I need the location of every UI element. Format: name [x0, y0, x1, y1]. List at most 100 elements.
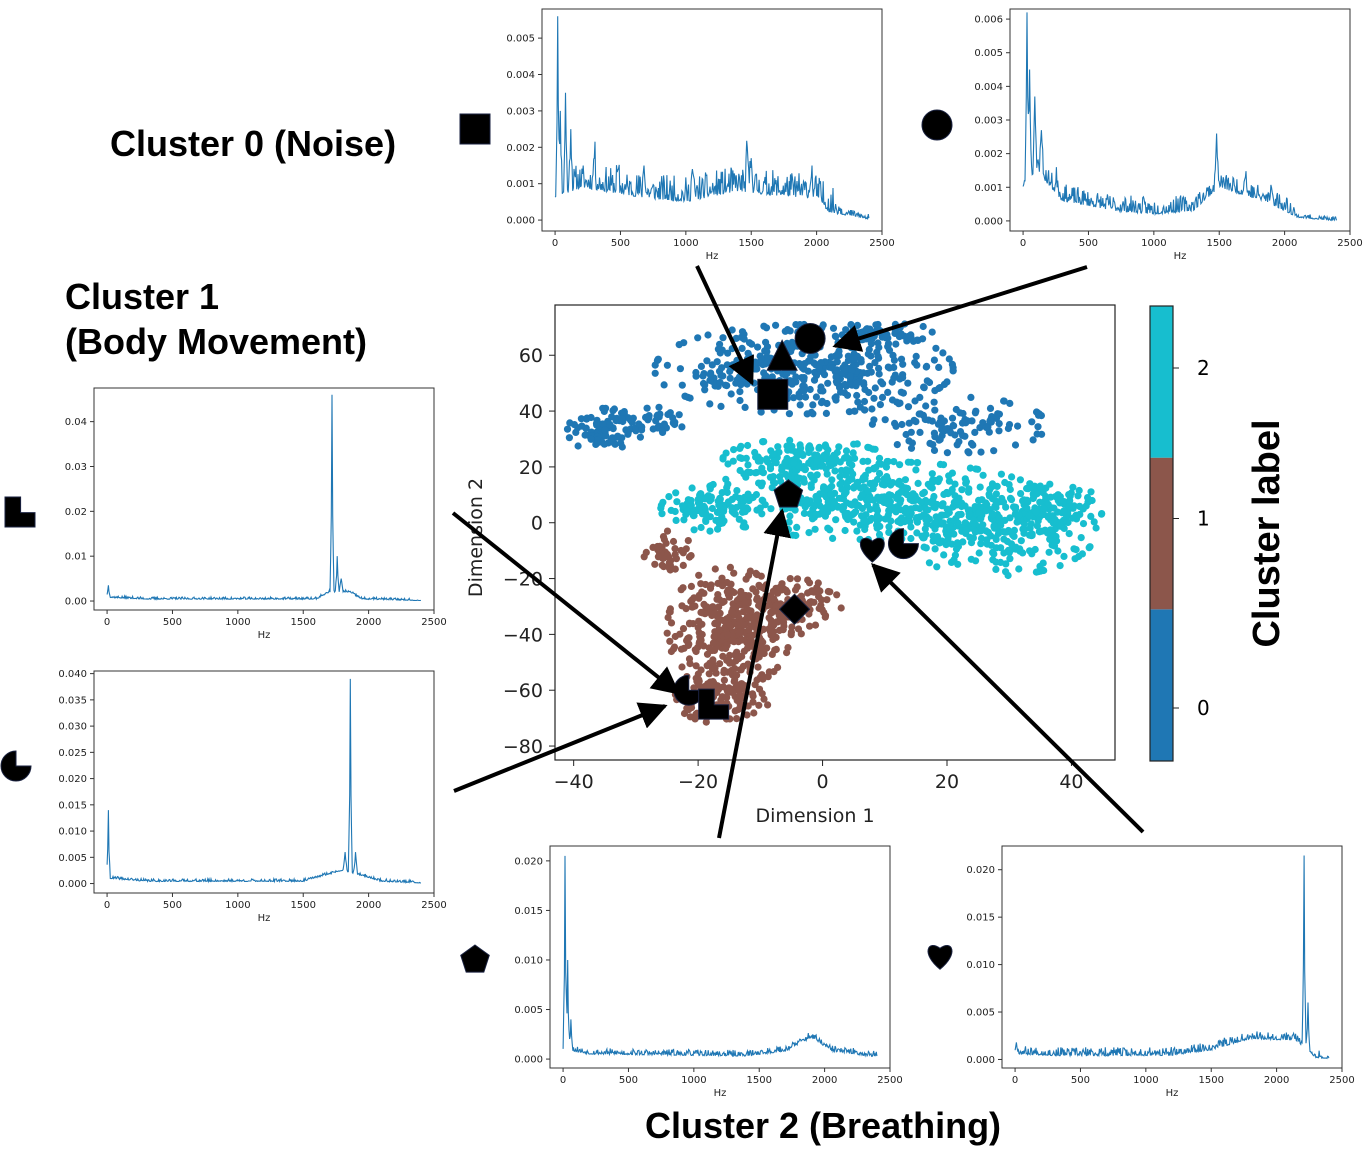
cluster-2-point [1006, 485, 1014, 494]
cluster-0-point [618, 415, 626, 423]
cluster-0-point [570, 421, 579, 429]
cluster-0-point [605, 420, 613, 429]
cluster-0-point [651, 369, 659, 377]
cluster-1-point [700, 642, 708, 650]
spec-pentagon-frame [549, 845, 891, 1069]
cluster-1-point [766, 628, 775, 636]
cluster-1-point [730, 677, 738, 686]
cluster-0-point [800, 376, 808, 384]
cluster-0-point [833, 358, 841, 366]
spec-square-ytick-label: 0.001 [506, 179, 535, 190]
cluster-0-point [652, 417, 660, 425]
cluster-1-point [671, 565, 679, 573]
cluster-1-point [730, 588, 738, 597]
cluster-1-point [779, 625, 787, 634]
cluster-1-point [727, 580, 735, 588]
spec-lblock-ytick-label: 0.03 [65, 462, 87, 473]
cluster-0-point [757, 355, 765, 363]
cluster-2-point [1087, 512, 1095, 521]
cluster-1-point [724, 586, 732, 594]
pointer-arrow [453, 702, 668, 793]
cluster-1-point [824, 587, 832, 596]
cluster-2-point [1097, 510, 1106, 518]
cluster-0-point [890, 374, 898, 382]
cluster-2-point [931, 504, 939, 512]
cluster-2-point [983, 536, 991, 544]
cluster-2-point [1023, 504, 1031, 512]
cluster-1-point [718, 693, 727, 701]
cluster-1-point [833, 591, 841, 599]
spec-square-ytick-label: 0.005 [506, 34, 535, 45]
cluster-2-point [959, 538, 967, 546]
tsne-ylabel: Dimension 2 [465, 478, 487, 597]
cluster-0-point [741, 403, 749, 411]
cluster-2-point [917, 498, 925, 506]
cluster-2-point [860, 517, 868, 525]
cluster-1-point [672, 555, 681, 563]
cluster-1-point [729, 689, 737, 697]
spec-notch-ytick-label: 0.035 [58, 695, 87, 706]
pointer-arrow [451, 511, 681, 695]
cluster-2-point [1017, 537, 1025, 545]
tsne-xlabel: Dimension 1 [755, 805, 874, 827]
cluster-2-point [868, 514, 876, 523]
cluster-0-point [743, 356, 752, 364]
cluster-0-point [1038, 430, 1046, 438]
cluster-0-point [867, 340, 876, 348]
cluster-2-point [776, 473, 784, 481]
cluster-1-point [769, 587, 777, 595]
cluster-1-point [682, 545, 690, 553]
cluster-1-point [667, 619, 676, 627]
cluster-2-point [966, 533, 974, 541]
spec-square-series [554, 16, 870, 220]
cluster-2-point [813, 471, 821, 479]
cluster-0-point [680, 339, 688, 347]
cluster-2-point [970, 516, 978, 524]
cluster-1-point [709, 639, 718, 647]
cluster-2-point [1086, 543, 1094, 551]
cluster-0-point [921, 415, 929, 424]
cluster-0-point [783, 369, 791, 377]
cluster-2-point [813, 457, 821, 465]
cluster-2-point [1075, 502, 1084, 510]
cluster-0-point [948, 414, 957, 422]
cluster-2-point [801, 466, 809, 474]
cluster-2-point [741, 508, 749, 516]
cluster-1-point [738, 652, 746, 661]
cluster-0-point [676, 365, 685, 373]
tsne-xtick-label: 20 [935, 771, 959, 793]
cluster-2-point [1090, 518, 1098, 526]
cluster-0-point [995, 427, 1003, 435]
cluster-1-point [721, 617, 729, 626]
cluster-0-point [812, 393, 821, 401]
cluster-1-point [678, 663, 686, 671]
cluster-1-point [687, 582, 696, 591]
cluster-2-point [1020, 520, 1029, 528]
cluster-0-point [903, 333, 912, 341]
cluster-2-point [1043, 529, 1052, 537]
cluster-1-point [837, 604, 845, 612]
cluster-2-point [840, 490, 849, 498]
cluster-2-point [976, 483, 984, 491]
spec-lblock-xlabel: Hz [258, 630, 271, 641]
cluster-2-point [1032, 508, 1041, 516]
cluster-0-point [610, 405, 619, 413]
cluster-2-point [794, 474, 802, 482]
cluster-1-point [783, 588, 791, 596]
cluster-2-point [853, 440, 861, 448]
cluster-0-point [911, 397, 919, 405]
cluster-1-point [677, 645, 686, 653]
cluster-0-point [879, 380, 887, 388]
cluster-2-point [1023, 484, 1031, 493]
cluster-2-point [733, 487, 741, 495]
cluster-0-point [892, 340, 900, 348]
cluster-0-point [736, 396, 744, 405]
cluster-2-point [703, 512, 711, 520]
cluster-0-point [977, 448, 985, 456]
cluster-0-point [883, 331, 891, 339]
cluster-1-point [794, 625, 803, 633]
cluster-0-point [783, 339, 791, 347]
cluster-1-point [696, 633, 704, 641]
cluster-0-point [884, 340, 893, 348]
cluster-2-point [849, 449, 857, 457]
